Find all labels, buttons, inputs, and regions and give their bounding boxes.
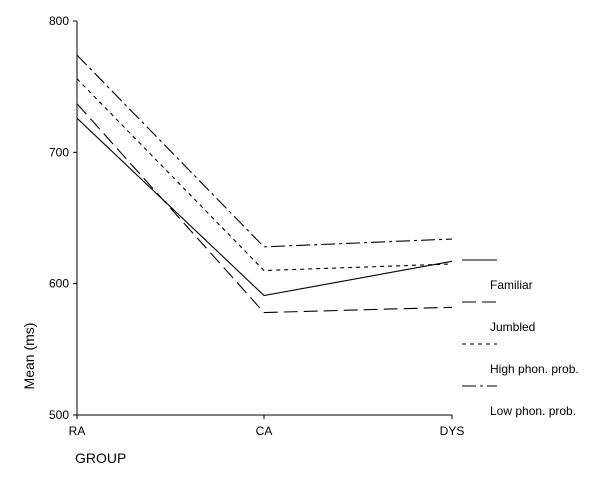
series-line-4	[76, 54, 453, 248]
legend-label-1: Familiar	[490, 278, 533, 292]
x-tick-label: RA	[69, 424, 86, 438]
legend-label-2: Jumbled	[490, 320, 535, 334]
x-axis-title: GROUP	[75, 450, 126, 466]
x-tick-label: CA	[256, 424, 273, 438]
series-lines	[76, 54, 453, 314]
y-tick-label: 700	[49, 145, 69, 159]
y-tick-label: 500	[49, 408, 69, 422]
legend: Familiar Jumbled High phon. prob. Low phon.…	[462, 259, 579, 418]
y-axis-title: Mean (ms)	[21, 323, 37, 390]
y-tick-label: 800	[49, 14, 69, 28]
series-line-2	[76, 103, 453, 314]
legend-label-4: Low phon. prob.	[490, 404, 576, 418]
series-line-3	[76, 78, 453, 272]
legend-label-3: High phon. prob.	[490, 362, 579, 376]
y-ticks: 500 600 700 800	[49, 14, 77, 422]
y-tick-label: 600	[49, 277, 69, 291]
x-ticks: RA CA DYS	[69, 415, 465, 438]
series-line-1	[76, 117, 453, 297]
axes	[76, 21, 452, 416]
x-tick-label: DYS	[440, 424, 465, 438]
